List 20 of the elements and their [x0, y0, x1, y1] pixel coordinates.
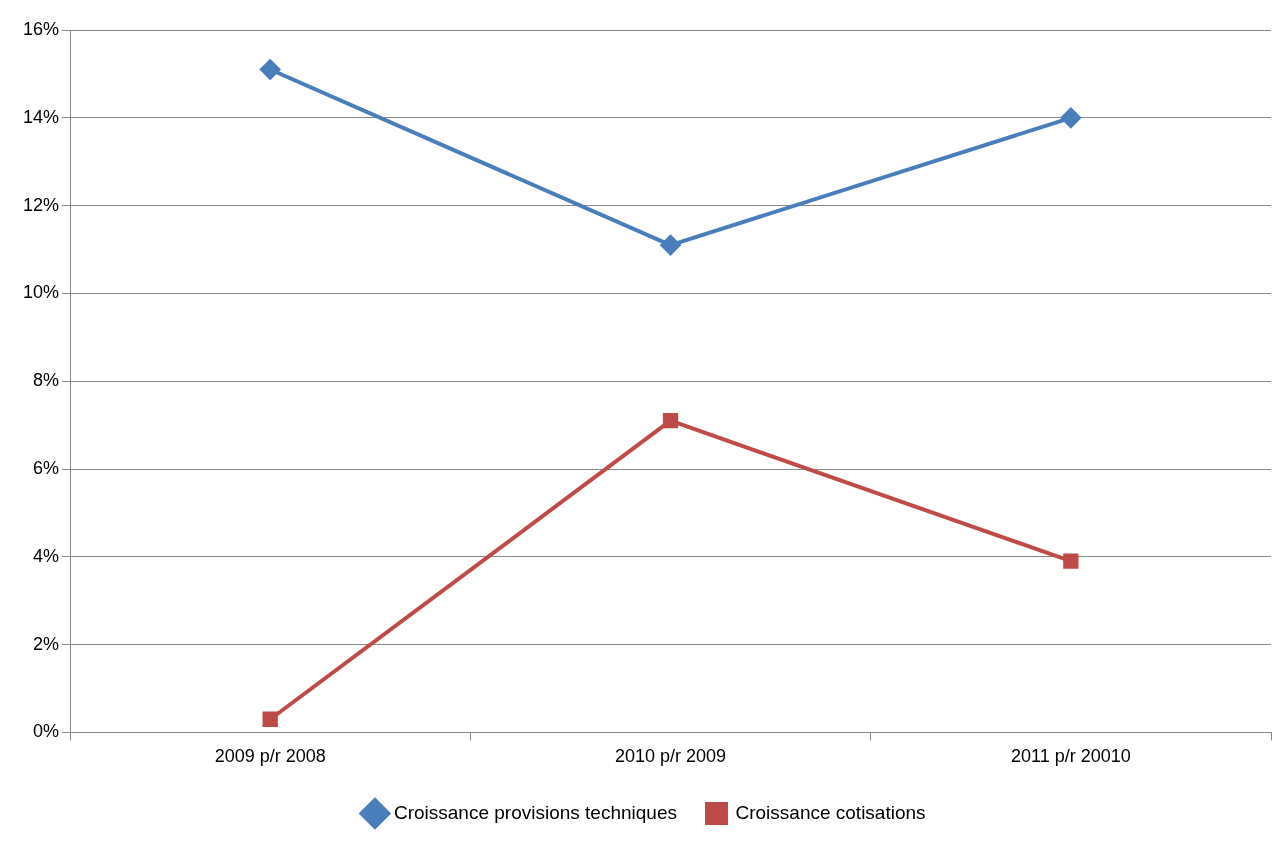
point — [260, 59, 281, 80]
y-tick-label: 12% — [23, 194, 60, 215]
y-tick-label: 14% — [23, 106, 60, 127]
legend-label: Croissance provisions techniques — [393, 801, 677, 823]
x-tick-label: 2009 p/r 2008 — [214, 746, 326, 767]
point — [660, 235, 681, 256]
y-tick-label: 6% — [33, 457, 60, 478]
y-tick-label: 2% — [33, 633, 60, 654]
y-tick-label: 10% — [23, 282, 60, 303]
legend-label: Croissance cotisations — [735, 801, 926, 823]
point — [262, 711, 278, 727]
point — [662, 413, 679, 429]
x-tick-label: 2010 p/r 2009 — [614, 746, 727, 767]
y-tick-label: 8% — [33, 370, 60, 391]
point — [1060, 107, 1081, 128]
y-tick-label: 0% — [33, 721, 60, 742]
x-tick-label: 2011 p/r 20010 — [1010, 746, 1131, 767]
point — [1063, 553, 1079, 569]
y-tick-label: 4% — [33, 545, 60, 566]
y-tick-label: 16% — [23, 18, 60, 39]
